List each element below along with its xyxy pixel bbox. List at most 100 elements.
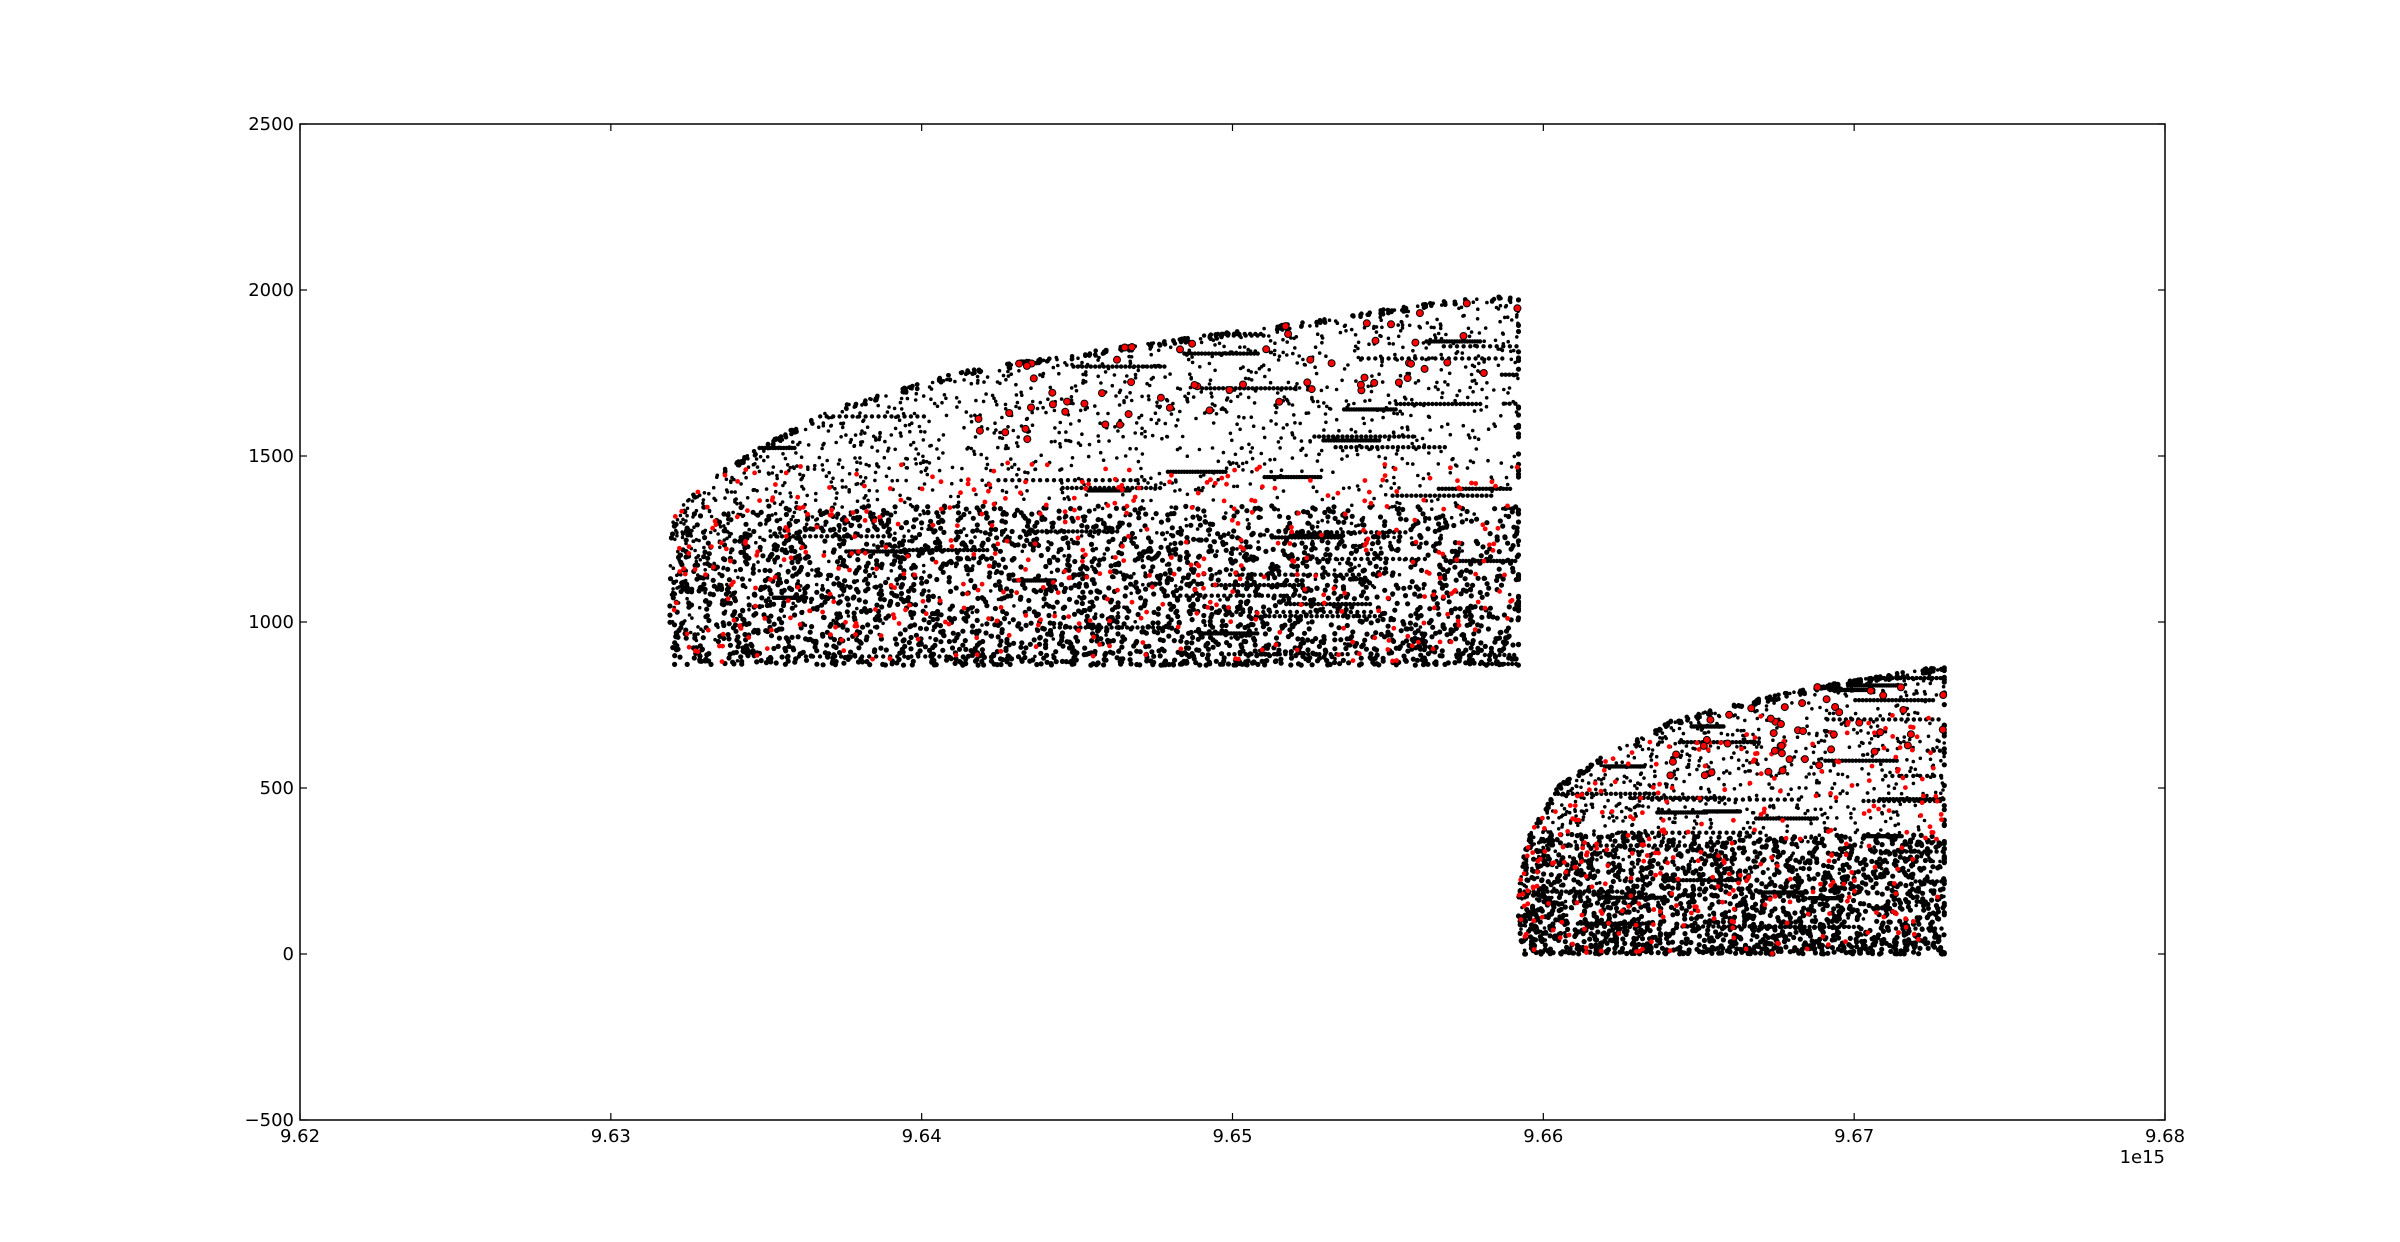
cluster-1-point xyxy=(1260,624,1266,630)
cluster-1-point xyxy=(1121,621,1127,627)
cluster-1-point xyxy=(814,648,820,654)
cluster-1-point xyxy=(1258,614,1264,620)
cluster-1-point xyxy=(1157,580,1163,587)
cluster-1-point xyxy=(1119,551,1125,557)
cluster-1-point xyxy=(757,569,761,573)
cluster-1-point xyxy=(1097,439,1101,444)
cluster-1-point xyxy=(1187,584,1192,589)
cluster-1-point xyxy=(773,489,778,494)
cluster-1-point xyxy=(845,602,852,608)
cluster-1-point xyxy=(1301,357,1305,362)
cluster-1-point xyxy=(1163,375,1167,379)
cluster-1-point xyxy=(1126,575,1131,579)
cluster-1-streak-point xyxy=(870,534,875,539)
cluster-1-point xyxy=(984,621,990,627)
cluster-1-point xyxy=(858,456,862,460)
cluster-1-point xyxy=(1252,642,1258,648)
cluster-1-point xyxy=(983,510,989,516)
cluster-1-point xyxy=(1172,540,1178,547)
cluster-1-point xyxy=(925,504,931,510)
cluster-1-point xyxy=(810,568,814,572)
cluster-1-point xyxy=(677,585,682,589)
cluster-1-point xyxy=(1044,410,1048,415)
cluster-1-point xyxy=(1381,415,1385,420)
cluster-1-point xyxy=(924,604,928,609)
cluster-1-point xyxy=(939,563,945,570)
cluster-1-point xyxy=(740,645,746,651)
cluster-1-point xyxy=(899,434,903,438)
cluster-1-point xyxy=(1233,452,1238,457)
cluster-1-point xyxy=(1276,440,1281,444)
cluster-1-point xyxy=(1333,319,1338,323)
cluster-1-point xyxy=(715,475,719,480)
cluster-1-point xyxy=(1195,514,1200,518)
cluster-1-streak-point xyxy=(1293,614,1298,619)
cluster-1-point xyxy=(1057,621,1063,627)
cluster-1-point xyxy=(1452,564,1458,570)
cluster-1-point xyxy=(1353,565,1357,570)
cluster-1-point xyxy=(1003,611,1010,617)
cluster-1-point xyxy=(1143,435,1147,439)
cluster-1-point xyxy=(1038,552,1044,559)
cluster-1-point xyxy=(1478,640,1484,646)
cluster-1-point xyxy=(1274,410,1278,415)
cluster-1-streak-point xyxy=(791,534,796,539)
data-points-layer xyxy=(667,294,1948,957)
cluster-1-point xyxy=(1301,595,1307,601)
cluster-1-point xyxy=(728,550,733,555)
cluster-1-point xyxy=(1317,351,1322,355)
cluster-1-point xyxy=(1186,647,1191,651)
cluster-1-point xyxy=(1091,534,1095,539)
cluster-1-point xyxy=(1433,336,1438,340)
cluster-1-streak-point xyxy=(1243,652,1249,657)
cluster-1-point xyxy=(1197,662,1203,668)
cluster-1-point xyxy=(1026,471,1030,475)
cluster-1-point xyxy=(928,518,934,524)
cluster-1-point xyxy=(932,401,937,406)
cluster-1-point xyxy=(1189,377,1193,381)
cluster-1-point xyxy=(1205,646,1211,652)
cluster-1-point xyxy=(1103,370,1108,374)
cluster-1-point xyxy=(1295,636,1301,642)
cluster-1-point xyxy=(1072,582,1078,588)
cluster-1-point xyxy=(1492,388,1496,392)
cluster-1-point xyxy=(980,503,986,509)
cluster-1-streak-point xyxy=(1261,582,1267,588)
cluster-1-point xyxy=(998,435,1002,440)
cluster-1-streak-point xyxy=(1364,445,1370,450)
cluster-1-point xyxy=(1063,535,1069,541)
cluster-1-point xyxy=(1505,482,1510,487)
cluster-1-streak-point xyxy=(1333,445,1338,450)
cluster-1-point xyxy=(1117,659,1123,665)
cluster-1-point xyxy=(938,525,944,531)
cluster-1-point xyxy=(779,588,783,593)
cluster-1-point xyxy=(1149,498,1153,503)
cluster-1-point xyxy=(1299,578,1305,584)
cluster-1-point xyxy=(1298,662,1304,668)
cluster-1-point xyxy=(732,538,738,544)
cluster-1-point xyxy=(1374,330,1379,334)
cluster-1-point xyxy=(1119,520,1125,526)
cluster-1-point xyxy=(1016,435,1020,439)
cluster-1-point xyxy=(1027,541,1033,547)
cluster-1-streak-point xyxy=(1340,556,1345,562)
cluster-1-point xyxy=(1472,378,1477,383)
cluster-1-streak-point xyxy=(1343,445,1349,450)
cluster-1-point xyxy=(746,555,752,561)
cluster-1-point xyxy=(1327,318,1332,323)
cluster-1-point xyxy=(1106,585,1112,591)
cluster-1-point xyxy=(941,433,946,437)
cluster-1-point xyxy=(1096,374,1100,379)
cluster-1-point xyxy=(1512,454,1517,459)
cluster-1-streak-point xyxy=(1227,572,1233,577)
cluster-1-streak-point xyxy=(1291,582,1297,588)
cluster-1-point xyxy=(1327,552,1333,558)
cluster-1-point xyxy=(971,564,975,568)
cluster-1-point xyxy=(974,617,980,624)
cluster-1-point xyxy=(1139,431,1144,436)
cluster-1-point xyxy=(750,509,756,515)
cluster-1-point xyxy=(1115,600,1121,606)
cluster-1-point xyxy=(1392,411,1396,416)
cluster-1-point xyxy=(786,643,792,650)
